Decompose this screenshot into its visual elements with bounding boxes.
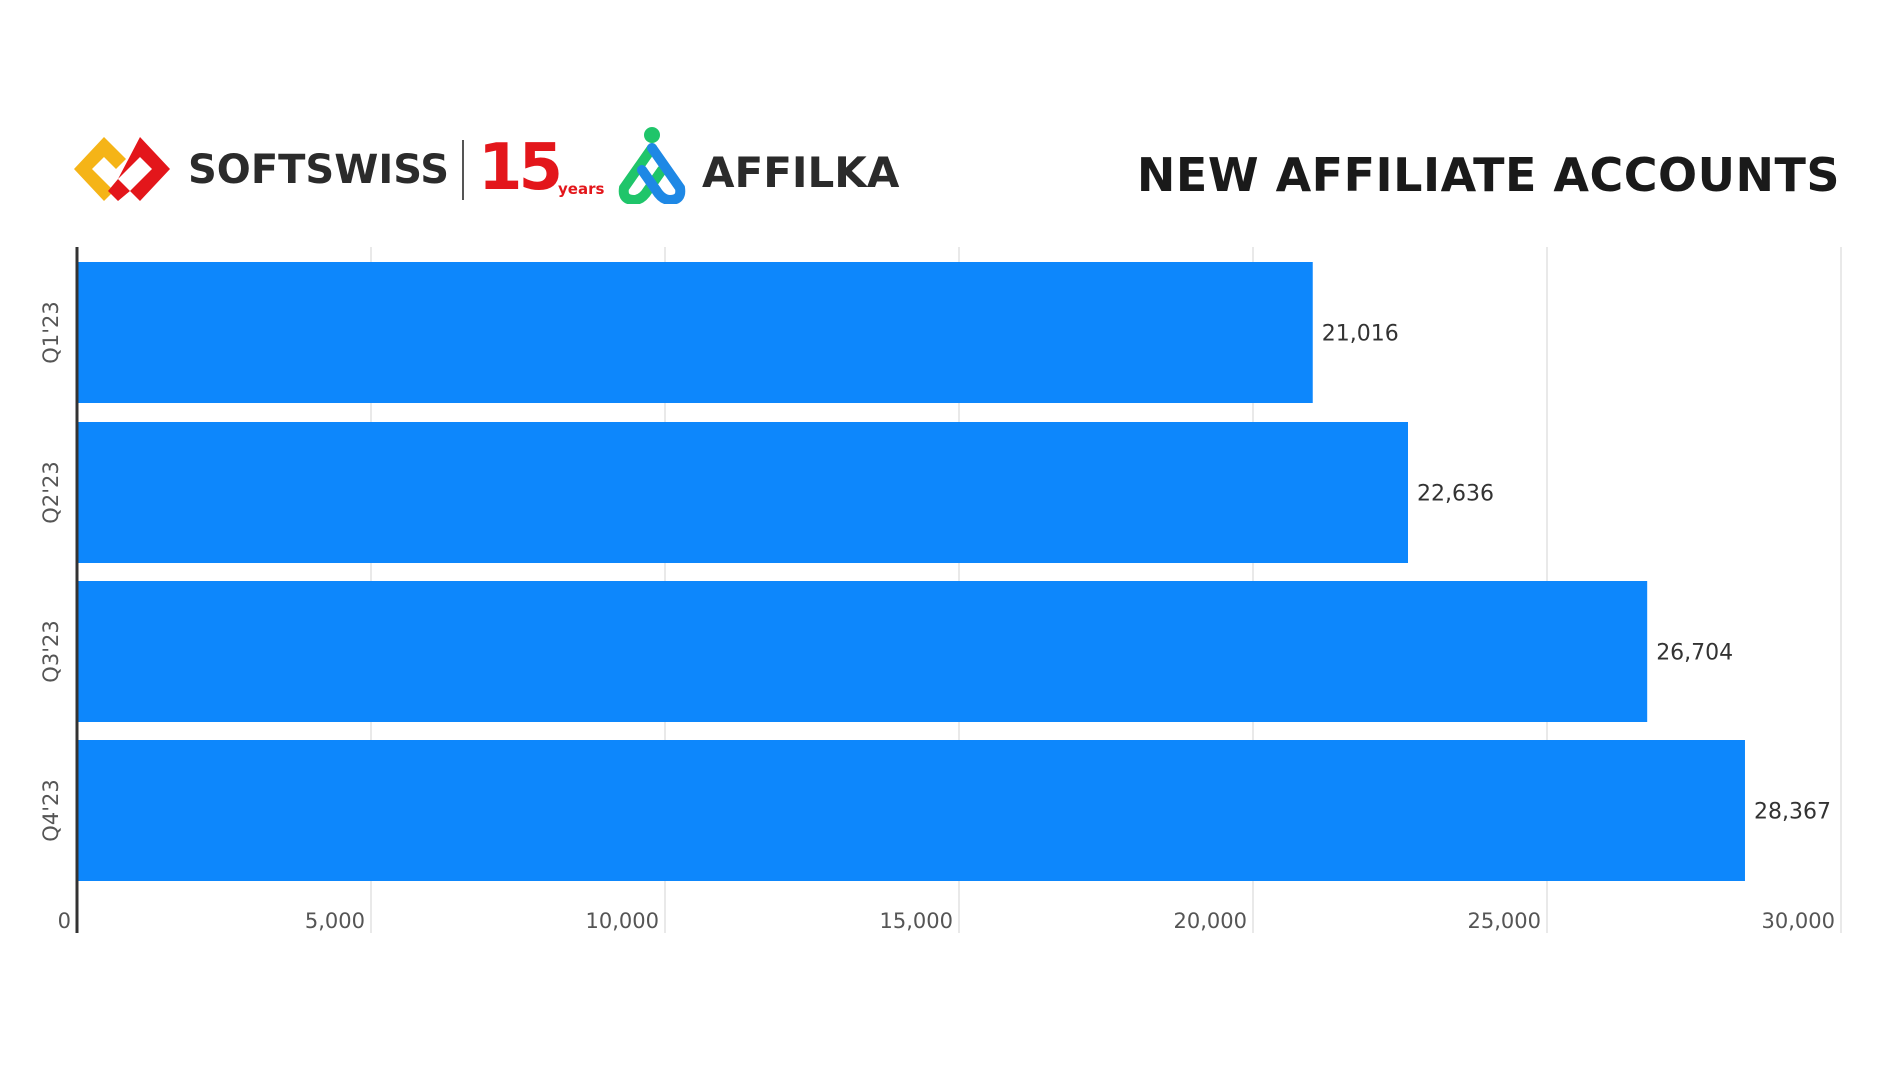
- anniversary-suffix: years: [558, 180, 605, 198]
- y-tick-label: Q1'23: [39, 301, 63, 363]
- x-tick-label: 0: [58, 909, 71, 933]
- data-label: 21,016: [1322, 322, 1399, 347]
- x-tick-label: 10,000: [586, 909, 659, 933]
- data-label: 22,636: [1417, 482, 1494, 507]
- logo-divider: [462, 140, 464, 200]
- affilka-wordmark: AFFILKA: [702, 148, 900, 197]
- bar-Q4'23: [77, 740, 1745, 881]
- bar-Q1'23: [77, 262, 1313, 403]
- softswiss-wordmark: SOFTSWISS: [188, 147, 450, 193]
- x-tick-label: 15,000: [880, 909, 953, 933]
- chart-title: NEW AFFILIATE ACCOUNTS: [1136, 148, 1840, 202]
- y-tick-label: Q3'23: [39, 620, 63, 682]
- bar-Q3'23: [77, 581, 1648, 722]
- x-tick-label: 30,000: [1762, 909, 1835, 933]
- x-tick-label: 25,000: [1468, 909, 1541, 933]
- x-tick-label: 20,000: [1174, 909, 1247, 933]
- x-tick-label: 5,000: [305, 909, 365, 933]
- y-tick-label: Q4'23: [39, 779, 63, 841]
- bar-Q2'23: [77, 422, 1408, 563]
- y-tick-label: Q2'23: [39, 461, 63, 523]
- anniversary-number: 15: [478, 131, 563, 205]
- affilka-logo-icon: [618, 127, 686, 204]
- data-label: 28,367: [1754, 800, 1831, 825]
- data-label: 26,704: [1656, 641, 1733, 666]
- softswiss-logo-icon: [74, 137, 170, 201]
